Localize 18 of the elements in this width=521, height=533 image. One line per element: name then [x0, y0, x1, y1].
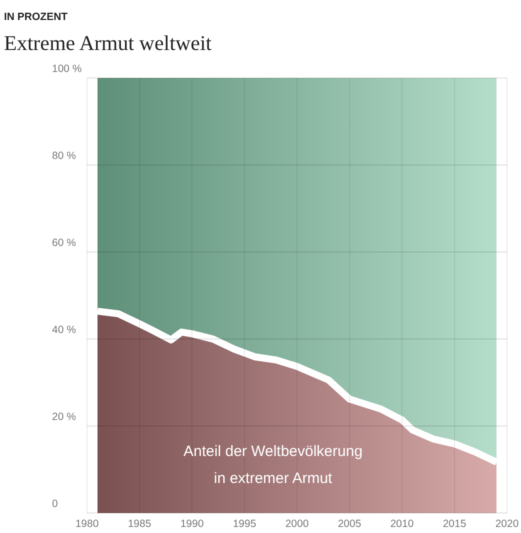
chart-title: Extreme Armut weltweit	[4, 31, 212, 55]
x-tick-label: 1980	[75, 518, 99, 530]
y-tick-label: 80 %	[52, 150, 76, 162]
x-tick-label: 2005	[338, 518, 362, 530]
y-tick-label: 20 %	[52, 411, 76, 423]
x-tick-label: 1995	[232, 518, 256, 530]
y-tick-label: 100 %	[52, 63, 82, 75]
x-tick-label: 2020	[495, 518, 519, 530]
y-tick-label: 60 %	[52, 237, 76, 249]
chart-subtitle: IN PROZENT	[4, 11, 68, 23]
y-tick-label: 0	[52, 498, 58, 510]
x-tick-label: 2010	[390, 518, 414, 530]
x-tick-label: 2000	[285, 518, 309, 530]
x-tick-label: 1985	[128, 518, 152, 530]
series-label: Anteil der Weltbevölkerung in extremer Armut	[184, 443, 363, 487]
x-tick-label: 1990	[180, 518, 204, 530]
y-tick-label: 40 %	[52, 324, 76, 336]
x-tick-label: 2015	[442, 518, 466, 530]
